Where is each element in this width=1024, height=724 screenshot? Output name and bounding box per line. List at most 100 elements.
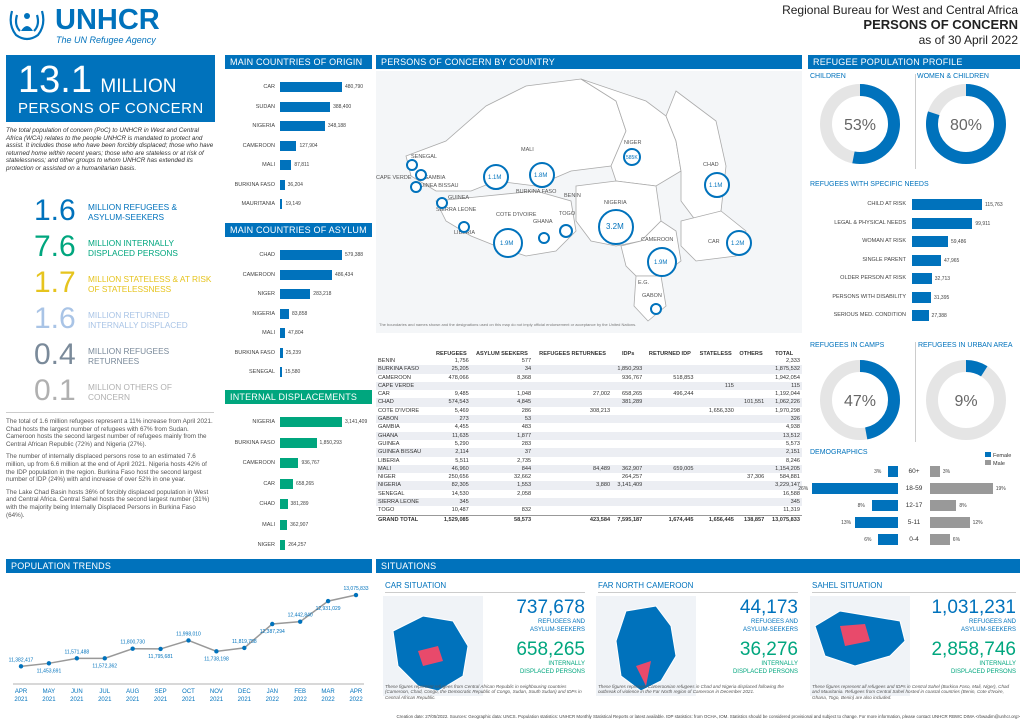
female-pct: 8% bbox=[857, 503, 865, 509]
donut-svg: 53% bbox=[820, 84, 900, 164]
table-cell: 2,114 bbox=[432, 448, 471, 457]
needs-label: OLDER PERSON AT RISK bbox=[840, 275, 906, 281]
table-cell: MALI bbox=[376, 464, 432, 474]
bar-label: CAR bbox=[263, 84, 275, 90]
trend-value: 11,819,758 bbox=[232, 639, 257, 645]
table-cell: 2,735 bbox=[517, 457, 532, 464]
table-cell bbox=[736, 490, 766, 498]
table-cell: 2,333 bbox=[786, 358, 800, 364]
table-cell: 577 bbox=[521, 358, 532, 364]
table-cell bbox=[644, 407, 695, 415]
donut-svg: 80% bbox=[926, 84, 1006, 164]
table-cell: NIGER bbox=[378, 474, 396, 481]
page-title: PERSONS OF CONCERN bbox=[863, 17, 1018, 32]
trends-chart: 11,382,417 APR 2021 11,453,691 MAY 2021 11,571… bbox=[9, 586, 369, 703]
urban-label: REFUGEES IN URBAN AREA bbox=[918, 342, 1013, 349]
situation-refugees-label: REFUGEES AND ASYLUM-SEEKERS bbox=[960, 619, 1016, 633]
table-header: ASYLUM SEEKERS bbox=[475, 350, 528, 357]
female-pct: 13% bbox=[841, 520, 852, 526]
female-bar bbox=[812, 483, 898, 494]
table-cell: 326 bbox=[766, 415, 802, 424]
table-cell bbox=[612, 357, 644, 365]
trend-value: 11,382,417 bbox=[9, 657, 34, 663]
bar-label: CAR bbox=[263, 480, 275, 487]
table-cell: 1,154,205 bbox=[766, 464, 802, 474]
bubble-mali: 1.1M bbox=[488, 175, 501, 181]
camps-donut: 47% bbox=[818, 358, 902, 442]
trend-value: 11,572,362 bbox=[92, 663, 117, 669]
bar-value: 264,257 bbox=[288, 542, 307, 548]
table-row: COTE D'IVOIRE 5,469 286 308,213 1,656,330 1,9… bbox=[376, 407, 802, 415]
male-bar bbox=[930, 483, 993, 494]
table-cell: 3,880 bbox=[533, 481, 613, 490]
table-row: CAR 9,485 1,048 27,002 658,265 496,244 1,192,0… bbox=[376, 390, 802, 398]
bar bbox=[280, 458, 299, 468]
needs-bar bbox=[912, 310, 929, 321]
table-row: MALI 46,960 844 84,489 362,907 659,005 1,154,2… bbox=[376, 464, 802, 474]
table-cell: 1,062,226 bbox=[766, 398, 802, 407]
female-pct: 3% bbox=[874, 469, 882, 475]
table-cell: 250,656 bbox=[448, 474, 469, 481]
trend-month: AUG 2021 bbox=[126, 689, 140, 703]
note-idps: The number of internally displaced perso… bbox=[6, 453, 207, 484]
bar bbox=[280, 199, 283, 209]
bar bbox=[280, 289, 311, 299]
situation-card: CAR SITUATION 737,678 REFUGEES AND ASYLUM-… bbox=[381, 576, 589, 709]
table-cell bbox=[696, 374, 736, 382]
map-label-chad: CHAD bbox=[703, 162, 719, 168]
male-bar bbox=[930, 534, 950, 545]
trend-value: 12,931,029 bbox=[316, 606, 341, 612]
situation-idp-value: 658,265 bbox=[516, 639, 585, 660]
trend-month: NOV 2021 bbox=[210, 689, 224, 703]
table-row: SIERRA LEONE 345 345 bbox=[376, 498, 802, 507]
table-cell: 273 bbox=[432, 415, 471, 424]
table-row: CAPE VERDE 115 115 bbox=[376, 381, 802, 391]
table-cell: CHAD bbox=[376, 398, 432, 407]
table-cell bbox=[533, 423, 612, 431]
bar-label: CHAD bbox=[259, 252, 275, 258]
bar-label: NIGERIA bbox=[252, 419, 275, 425]
situation-map-area bbox=[615, 605, 677, 692]
needs-label: CHILD AT RISK bbox=[867, 201, 906, 207]
bar-value: 15,580 bbox=[285, 369, 301, 375]
table-cell: 14,530 bbox=[451, 490, 469, 497]
table-cell: BENIN bbox=[378, 358, 396, 364]
situation-refugees-value: 44,173 bbox=[739, 597, 798, 618]
table-cell bbox=[695, 481, 736, 490]
notes: The total of 1.6 million refugees repres… bbox=[6, 418, 214, 519]
table-header: STATELESS bbox=[699, 350, 732, 357]
table-cell bbox=[695, 398, 736, 407]
table-cell bbox=[735, 464, 767, 474]
table-cell: 4,938 bbox=[786, 424, 800, 431]
trend-point bbox=[353, 592, 359, 598]
female-bar bbox=[855, 517, 898, 528]
map-label-car: CAR bbox=[708, 239, 720, 245]
table-cell bbox=[612, 490, 644, 498]
kpi-row: 0.1 MILLION OTHERS OF CONCERN bbox=[34, 375, 215, 407]
table-cell bbox=[533, 431, 613, 440]
table-row: BURKINA FASO 25,205 34 1,850,293 1,875,532 bbox=[376, 365, 802, 374]
situation-card: FAR NORTH CAMEROON 44,173 REFUGEES AND ASY… bbox=[594, 576, 802, 709]
kpi-row: 1.6 MILLION RETURNED INTERNALLY DISPLACED bbox=[34, 303, 215, 335]
trend-point bbox=[102, 656, 107, 661]
bar-value: 47,804 bbox=[288, 330, 304, 336]
bar-label: MALI bbox=[262, 521, 275, 528]
needs-bar bbox=[912, 236, 948, 247]
female-legend: Female bbox=[993, 453, 1012, 459]
trend-point bbox=[158, 646, 163, 652]
table-cell: GUINEA bbox=[378, 440, 400, 447]
table-cell: 13,512 bbox=[766, 431, 802, 440]
table-cell: CAPE VERDE bbox=[376, 381, 432, 391]
profile-header: REFUGEE POPULATION PROFILE bbox=[808, 55, 1020, 69]
bar-value: 480,790 bbox=[345, 84, 364, 90]
needs-label: LEGAL & PHYSICAL NEEDS bbox=[834, 219, 906, 226]
trend-value: 11,571,488 bbox=[65, 649, 90, 655]
trend-month: APR 2022 bbox=[349, 689, 363, 703]
children-label: CHILDREN bbox=[810, 73, 846, 80]
trend-value: 11,795,681 bbox=[148, 654, 173, 660]
table-cell: 4,845 bbox=[470, 398, 534, 407]
trend-point bbox=[46, 661, 52, 666]
table-cell bbox=[735, 481, 767, 490]
table-cell bbox=[644, 423, 695, 431]
age-group: 12-17 bbox=[905, 502, 923, 509]
